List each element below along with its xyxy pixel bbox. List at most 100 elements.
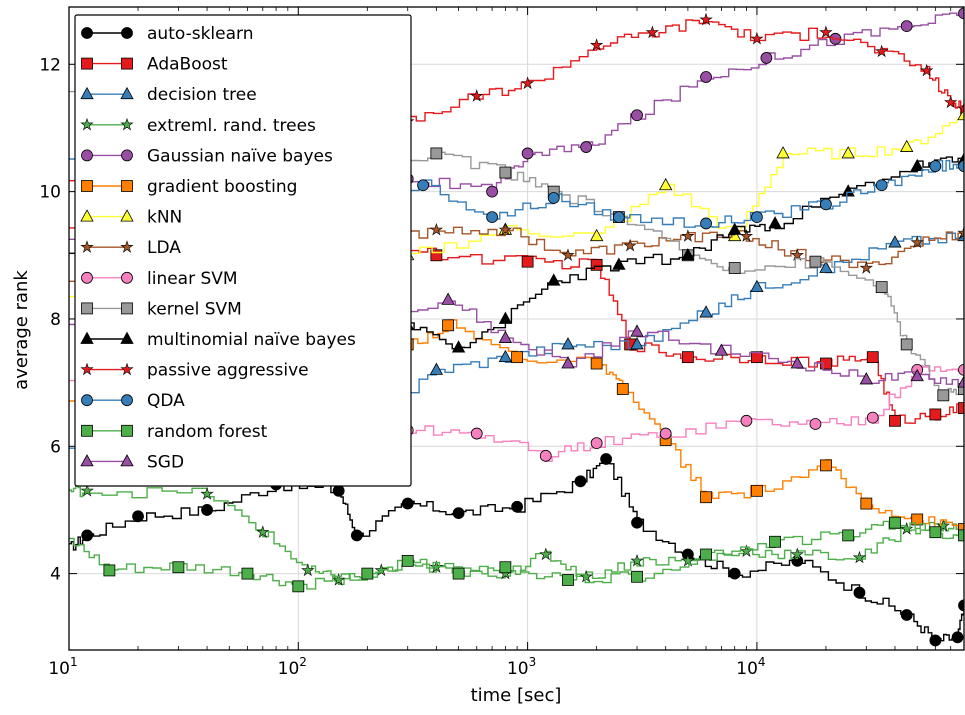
data-point [769, 535, 781, 548]
data-point [929, 526, 942, 539]
data-point [859, 261, 873, 274]
data-point [944, 95, 958, 109]
data-point [612, 211, 625, 223]
data-point [900, 20, 913, 32]
data-point [547, 192, 560, 204]
data-point [929, 160, 942, 173]
data-point [623, 238, 637, 252]
legend-marker [81, 271, 93, 284]
legend-marker [81, 302, 93, 315]
data-point [790, 547, 804, 561]
data-point [853, 586, 866, 599]
legend-marker [120, 117, 134, 131]
data-point [819, 25, 833, 39]
data-point [498, 349, 513, 363]
data-point [561, 337, 575, 350]
data-point [561, 248, 575, 261]
data-point [888, 235, 902, 248]
data-point [630, 553, 644, 567]
legend-entry: multinomial naïve bayes [147, 330, 356, 350]
legend-marker [121, 302, 133, 315]
data-point [936, 518, 950, 532]
data-point [417, 179, 429, 192]
data-point [498, 222, 513, 236]
legend-marker [80, 86, 94, 100]
data-point [241, 567, 254, 580]
data-point [81, 529, 94, 542]
data-point [889, 414, 901, 427]
data-point [631, 109, 643, 122]
data-point [760, 52, 773, 64]
y-axis-label: average rank [11, 270, 32, 390]
legend-marker [120, 209, 134, 222]
data-point [590, 437, 603, 449]
y-tick-label: 12 [39, 55, 61, 75]
data-point [860, 497, 873, 510]
data-point [889, 516, 901, 529]
data-point [681, 351, 694, 364]
data-point [958, 523, 964, 535]
legend-marker [120, 240, 134, 253]
legend-marker [81, 57, 93, 70]
data-point [350, 529, 363, 542]
data-point [498, 330, 513, 343]
series-extreml-rand-trees [69, 483, 964, 586]
data-point [681, 229, 695, 242]
data-point [429, 362, 444, 375]
x-tick-label: 104 [736, 655, 765, 679]
data-point [700, 217, 712, 230]
data-point [511, 500, 524, 513]
legend-marker [120, 86, 134, 100]
data-point [875, 44, 889, 58]
data-point [900, 522, 914, 535]
data-point [658, 177, 673, 191]
data-point [699, 305, 713, 318]
data-point [681, 553, 695, 567]
legend-marker [81, 27, 93, 39]
data-point [900, 338, 913, 351]
data-point [201, 504, 213, 516]
data-point [589, 38, 604, 51]
y-tick-label: 8 [50, 310, 61, 330]
data-point [590, 258, 603, 271]
data-point [301, 563, 315, 577]
legend-marker [121, 149, 133, 162]
legend-marker [81, 424, 93, 437]
data-point [521, 255, 534, 268]
data-point [920, 63, 934, 77]
data-point [630, 324, 644, 337]
legend-entry: Gaussian naïve bayes [147, 146, 333, 166]
data-point [401, 497, 414, 510]
legend-marker [80, 331, 94, 344]
legend-entry: decision tree [147, 85, 257, 105]
data-point [521, 147, 534, 160]
data-point [728, 262, 741, 274]
data-point [539, 547, 553, 561]
data-point [750, 31, 764, 45]
legend-marker [81, 394, 93, 407]
data-point [866, 411, 879, 424]
data-point [452, 567, 465, 580]
data-point [539, 449, 552, 462]
data-point [132, 510, 144, 523]
data-point [470, 89, 484, 102]
data-point [900, 609, 913, 621]
data-point [740, 414, 753, 427]
series-auto-sklearn [69, 453, 964, 647]
legend-entry: gradient boosting [147, 177, 297, 197]
data-point [699, 12, 713, 26]
data-point [589, 228, 604, 242]
data-point [820, 198, 832, 211]
data-point [751, 351, 763, 364]
data-point [631, 516, 643, 529]
legend-marker [121, 394, 133, 407]
data-point [866, 351, 879, 364]
data-point [631, 570, 643, 583]
data-point [910, 235, 924, 249]
x-tick-label: 103 [507, 655, 536, 679]
data-point [700, 548, 712, 561]
plot-frame [68, 6, 965, 651]
data-point [520, 76, 535, 90]
data-point [430, 147, 443, 160]
series-line [69, 520, 964, 590]
